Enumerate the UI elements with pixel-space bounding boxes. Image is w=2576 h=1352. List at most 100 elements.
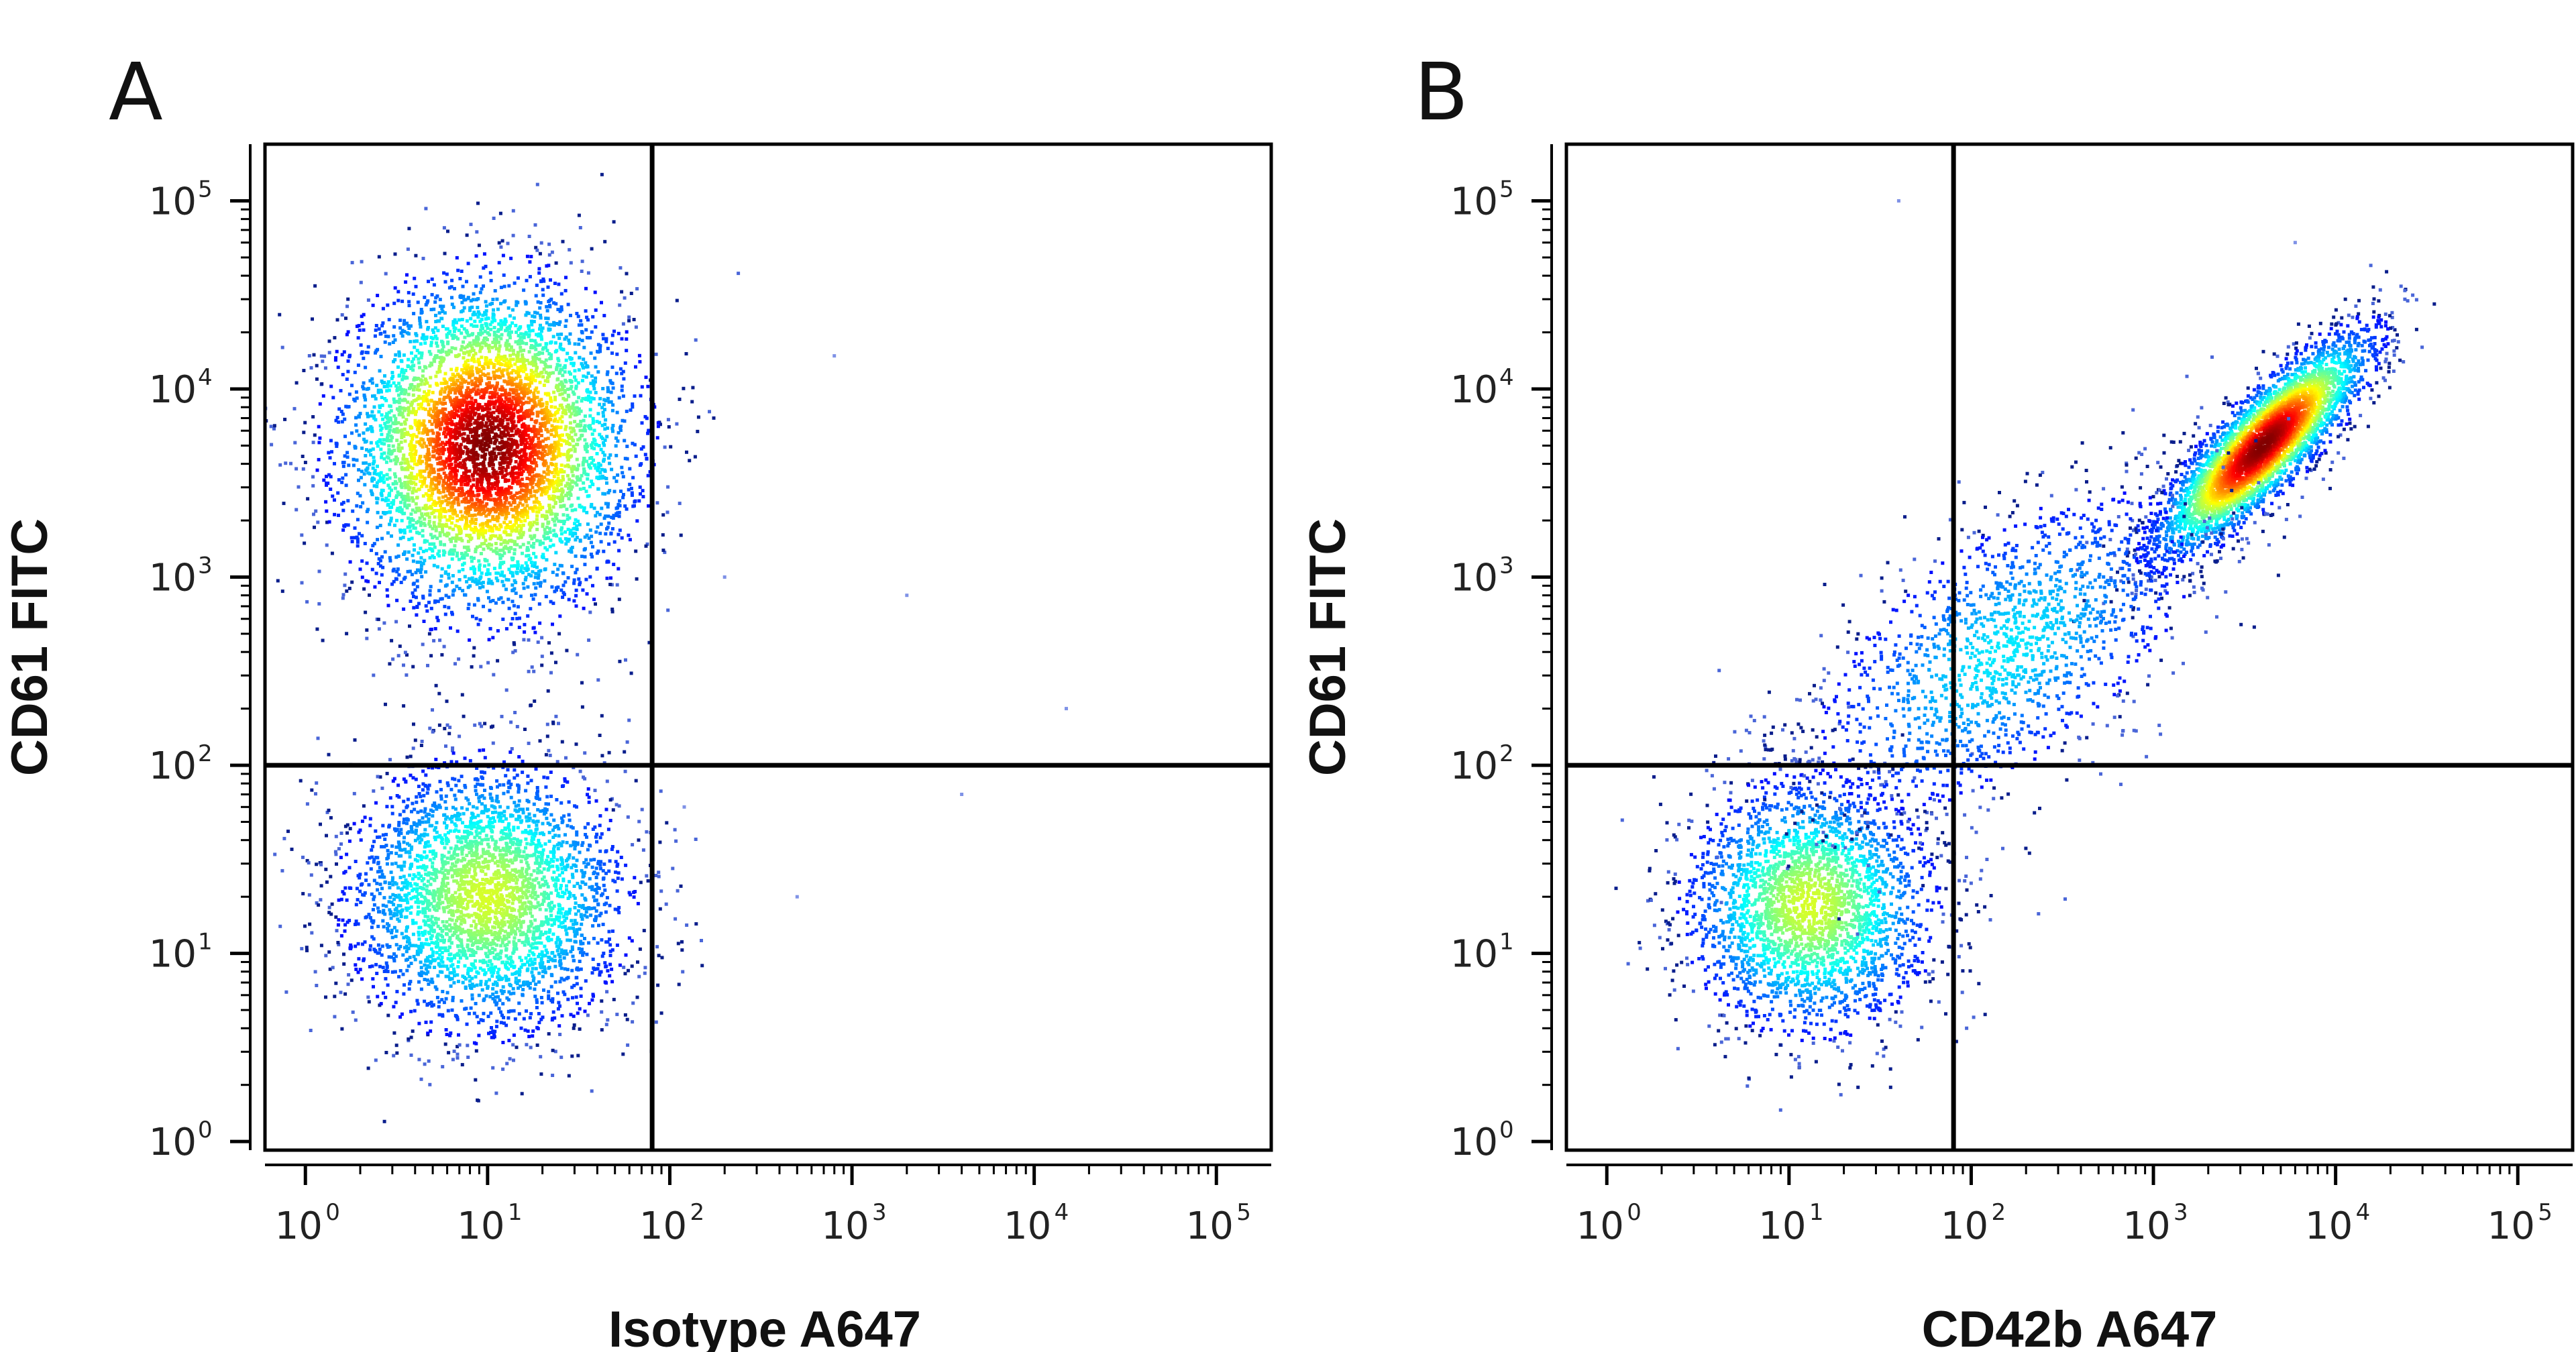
event-dot (591, 421, 595, 425)
event-dot (399, 500, 402, 504)
event-dot (552, 475, 556, 479)
event-dot (407, 503, 411, 507)
event-dot (384, 511, 388, 514)
event-dot (508, 388, 513, 392)
event-dot (487, 543, 491, 546)
event-dot (428, 556, 432, 560)
event-dot (555, 322, 559, 325)
event-dot (615, 352, 619, 356)
event-dot (381, 417, 385, 421)
event-dot (545, 558, 549, 562)
event-dot (469, 344, 473, 348)
event-dot (384, 398, 388, 402)
event-dot (516, 410, 520, 414)
event-dot (478, 333, 482, 337)
event-dot (532, 427, 536, 431)
event-dot (465, 280, 468, 284)
event-dot (506, 512, 511, 515)
event-dot (596, 487, 600, 491)
event-dot (483, 557, 487, 561)
event-dot (421, 494, 425, 498)
event-dot (547, 449, 551, 453)
event-dot (492, 524, 496, 528)
event-dot (407, 304, 411, 308)
event-dot (470, 665, 474, 669)
event-dot (392, 449, 396, 452)
event-dot (509, 474, 513, 478)
event-dot (472, 353, 476, 357)
event-dot (596, 549, 600, 553)
event-dot (480, 325, 484, 329)
event-dot (453, 433, 458, 437)
event-dot (407, 227, 411, 231)
event-dot (441, 450, 445, 454)
event-dot (392, 334, 396, 338)
event-dot (377, 255, 381, 259)
event-dot (554, 433, 558, 437)
event-dot (611, 516, 615, 520)
event-dot (535, 386, 539, 390)
event-dot (500, 393, 504, 397)
event-dot (621, 394, 625, 398)
event-dot (455, 386, 459, 390)
event-dot (415, 476, 419, 480)
event-dot (622, 493, 625, 496)
event-dot (444, 434, 447, 438)
event-dot (602, 468, 606, 472)
event-dot (592, 447, 596, 451)
event-dot (502, 400, 506, 404)
event-dot (417, 506, 421, 510)
event-dot (411, 591, 415, 595)
event-dot (529, 381, 533, 384)
event-dot (515, 543, 519, 547)
event-dot (436, 421, 440, 425)
event-dot (436, 435, 440, 439)
event-dot (471, 313, 475, 317)
event-dot (475, 230, 479, 234)
event-dot (450, 383, 454, 387)
event-dot (541, 524, 545, 528)
event-dot (317, 457, 321, 461)
event-dot (415, 349, 419, 353)
event-dot (504, 488, 508, 492)
event-dot (433, 504, 437, 507)
event-dot (323, 354, 327, 358)
event-dot (497, 322, 501, 326)
event-dot (554, 500, 557, 504)
event-dot (507, 501, 511, 505)
event-dot (395, 508, 399, 512)
event-dot (395, 457, 399, 461)
event-dot (610, 427, 614, 431)
event-dot (547, 242, 551, 246)
event-dot (480, 341, 484, 345)
event-dot (541, 421, 545, 425)
event-dot (450, 612, 454, 616)
event-dot (583, 424, 587, 428)
event-dot (588, 465, 591, 469)
event-dot (461, 589, 465, 593)
event-dot (486, 496, 490, 500)
event-dot (476, 384, 480, 388)
event-dot (541, 288, 545, 292)
event-dot (357, 468, 361, 472)
event-dot (520, 488, 524, 492)
event-dot (538, 327, 541, 331)
event-dot (474, 518, 478, 522)
event-dot (374, 552, 378, 556)
event-dot (456, 337, 460, 341)
event-dot (583, 555, 587, 559)
event-dot (386, 594, 390, 598)
event-dot (530, 406, 534, 410)
event-dot (429, 341, 433, 345)
event-dot (472, 654, 476, 658)
event-dot (619, 266, 623, 270)
event-dot (335, 444, 339, 448)
event-dot (537, 456, 541, 460)
event-dot (551, 602, 555, 606)
event-dot (402, 420, 407, 424)
event-dot (439, 304, 443, 308)
event-dot (400, 359, 404, 363)
event-dot (476, 201, 480, 205)
event-dot (523, 578, 527, 581)
event-dot (565, 404, 569, 408)
